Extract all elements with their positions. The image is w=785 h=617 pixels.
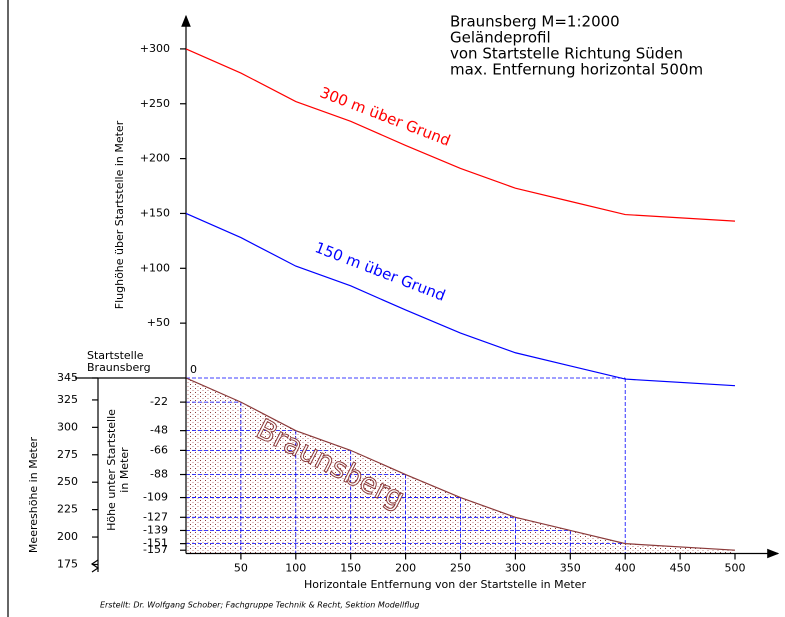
depth-tick-label: -139 (143, 523, 168, 536)
flight-line (185, 48, 736, 222)
y-tick-label: +100 (140, 261, 170, 274)
x-axis-label: Horizontale Entfernung von der Startstel… (304, 578, 586, 591)
y2-tick-label: 275 (57, 448, 78, 461)
y2-tick-label: 175 (57, 557, 78, 570)
y2-tick-label: 345 (57, 371, 78, 384)
title-line: von Startstelle Richtung Süden (450, 45, 683, 63)
depth-tick-label: -88 (150, 468, 168, 481)
y-tick-label: +50 (147, 316, 170, 329)
x-tick-label: 500 (725, 562, 746, 575)
title-line: Geländeprofil (450, 29, 551, 47)
y-tick-label: +250 (140, 97, 170, 110)
depth-tick-label: -22 (150, 395, 168, 408)
x-tick-label: 0 (190, 363, 197, 376)
depth-tick-label: -151 (143, 537, 168, 550)
y-tick-label: +150 (140, 206, 170, 219)
y-tick-label: +200 (140, 152, 170, 165)
flight-line (185, 212, 736, 387)
x-tick-label: 250 (450, 562, 471, 575)
credit: Erstellt: Dr. Wolfgang Schober; Fachgrup… (100, 601, 419, 610)
x-tick-label: 150 (340, 562, 361, 575)
depth-tick-label: -157 (143, 543, 168, 556)
start-label: Startstelle (87, 349, 144, 362)
start-label: Braunsberg (87, 361, 151, 374)
depth-axis-label: Höhe unter Startstelle (105, 409, 118, 531)
x-tick-label: 100 (285, 562, 306, 575)
x-tick-label: 400 (615, 562, 636, 575)
series-label: 150 m über Grund (312, 238, 448, 304)
y2-tick-label: 225 (57, 503, 78, 516)
x-tick-label: 300 (505, 562, 526, 575)
depth-axis-label: in Meter (118, 447, 131, 493)
y2-tick-label: 250 (57, 475, 78, 488)
y-axis-label: Flughöhe über Startstelle in Meter (113, 120, 126, 309)
y2-axis-label: Meereshöhe in Meter (27, 436, 40, 553)
y2-tick-label: 200 (57, 530, 78, 543)
depth-tick-label: -109 (143, 491, 168, 504)
y-tick-label: +300 (140, 42, 170, 55)
depth-tick-label: -48 (150, 424, 168, 437)
terrain-fill (186, 377, 735, 554)
x-tick-label: 450 (670, 562, 691, 575)
axis-break (90, 559, 100, 573)
title-line: Braunsberg M=1:2000 (450, 13, 620, 31)
y2-tick-label: 325 (57, 393, 78, 406)
depth-tick-label: -66 (150, 443, 168, 456)
y2-tick-label: 300 (57, 420, 78, 433)
depth-tick-label: -127 (143, 510, 168, 523)
title-line: max. Entfernung horizontal 500m (450, 61, 703, 79)
x-tick-label: 350 (560, 562, 581, 575)
x-tick-label: 200 (395, 562, 416, 575)
terrain-line (185, 377, 736, 551)
x-tick-label: 50 (234, 562, 248, 575)
